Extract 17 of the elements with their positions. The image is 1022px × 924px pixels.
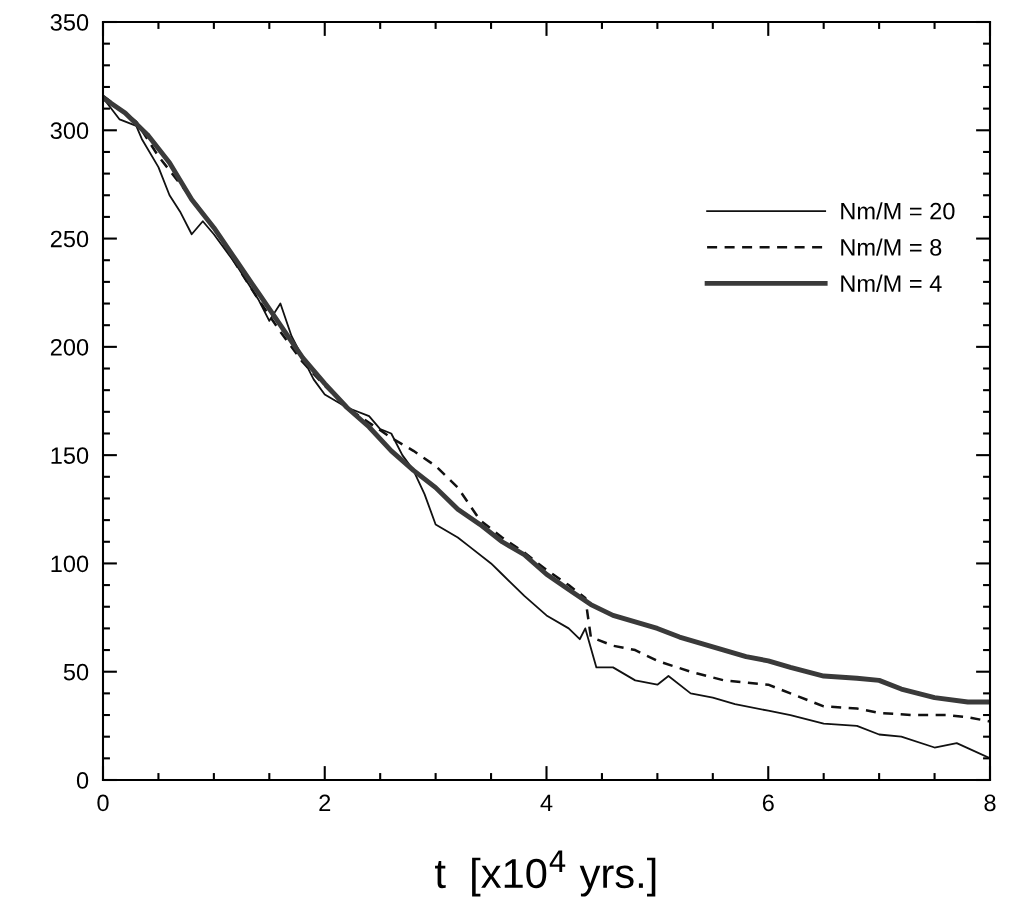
legend-label: Nm/M = 8 — [841, 238, 942, 256]
x-tick-label: 8 — [984, 794, 996, 812]
y-tick-label: 100 — [51, 555, 89, 573]
legend-label: Nm/M = 4 — [841, 274, 942, 292]
y-tick-label: 150 — [51, 447, 89, 464]
x-axis-title: t [x10$^{4}$ yrs.] — [435, 850, 656, 897]
x-tick-label: 0 — [97, 794, 109, 812]
legend-label: Nm/M = 20 — [841, 202, 955, 220]
x-tick-label: 6 — [762, 794, 774, 812]
y-tick-label: 300 — [50, 122, 89, 140]
y-tick-label: 50 — [63, 663, 89, 681]
x-tick-label: 2 — [319, 794, 331, 811]
y-tick-label: 0 — [76, 772, 89, 789]
x-tick-label: 4 — [540, 794, 553, 811]
y-tick-label: 350 — [50, 14, 89, 31]
y-tick-label: 200 — [50, 338, 89, 356]
y-tick-label: 250 — [50, 230, 89, 248]
